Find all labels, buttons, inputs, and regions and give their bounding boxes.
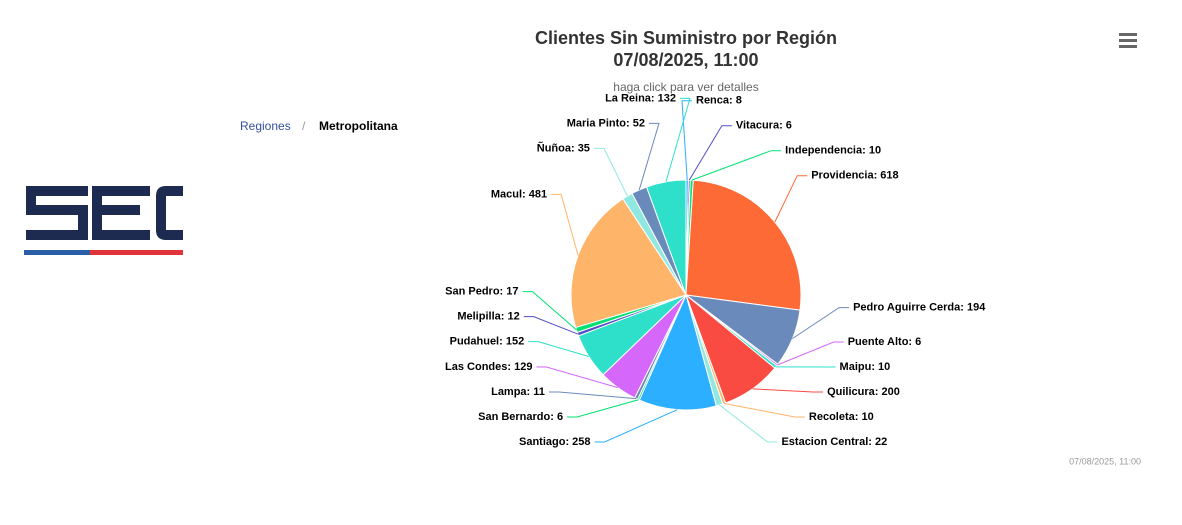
label-connector: [719, 404, 778, 443]
label-connector: [548, 391, 637, 400]
breadcrumb-separator: /: [302, 119, 306, 133]
breadcrumb-current: Metropolitana: [319, 119, 398, 133]
data-label: Independencia: 10: [785, 145, 881, 157]
data-label: La Reina: 132: [605, 92, 676, 104]
label-connector: [536, 366, 619, 389]
data-label: Lampa: 11: [491, 386, 545, 398]
label-connector: [681, 100, 692, 181]
label-connector: [792, 307, 850, 340]
data-label: Estacion Central: 22: [781, 436, 887, 448]
data-label: San Bernardo: 6: [478, 411, 563, 423]
data-label: Ñuñoa: 35: [537, 141, 590, 154]
chart-title: 07/08/2025, 11:00: [613, 50, 758, 70]
breadcrumb-link[interactable]: Regiones: [240, 119, 291, 133]
label-connector: [638, 122, 660, 191]
chart-subtitle: haga click para ver detalles: [613, 80, 758, 94]
label-connector: [752, 388, 824, 393]
data-label: Santiago: 258: [519, 436, 591, 448]
label-connector: [724, 402, 805, 418]
label-connector: [777, 341, 844, 366]
data-label: Recoleta: 10: [809, 411, 874, 423]
menu-button[interactable]: [1119, 33, 1137, 48]
label-connector: [528, 341, 589, 357]
label-connector: [522, 291, 577, 331]
label-connector: [551, 193, 579, 256]
label-connector: [594, 409, 678, 443]
sec-logo: [24, 186, 183, 255]
label-connector: [523, 316, 579, 335]
credit: 07/08/2025, 11:00: [1069, 456, 1141, 466]
data-label: Maria Pinto: 52: [567, 117, 645, 129]
data-label: Pudahuel: 152: [450, 336, 525, 348]
label-connector: [688, 125, 732, 181]
data-label: Vitacura: 6: [736, 120, 792, 132]
label-connector: [691, 150, 782, 181]
pie-slice[interactable]: La Reina: [645, 179, 687, 296]
data-label: Las Condes: 129: [445, 361, 532, 373]
data-label: Pedro Aguirre Cerda: 194: [853, 302, 986, 314]
pie-slice[interactable]: Macul: [570, 198, 687, 329]
data-label: Providencia: 618: [811, 170, 898, 182]
data-label: San Pedro: 17: [445, 286, 518, 298]
pie-slice[interactable]: Providencia: [685, 179, 802, 311]
label-connector: [774, 175, 808, 223]
data-label: Quilicura: 200: [827, 386, 900, 398]
data-label: Maipu: 10: [840, 361, 891, 373]
data-label: Macul: 481: [491, 188, 547, 200]
data-label: Melipilla: 12: [457, 311, 519, 323]
label-connector: [567, 399, 639, 418]
pie-slice[interactable]: Santiago: [638, 293, 717, 411]
data-label: Renca: 8: [696, 95, 742, 107]
label-connector: [665, 97, 691, 182]
data-label: Puente Alto: 6: [848, 336, 922, 348]
chart-title: Clientes Sin Suministro por Región: [535, 28, 837, 48]
label-connector: [593, 147, 628, 197]
